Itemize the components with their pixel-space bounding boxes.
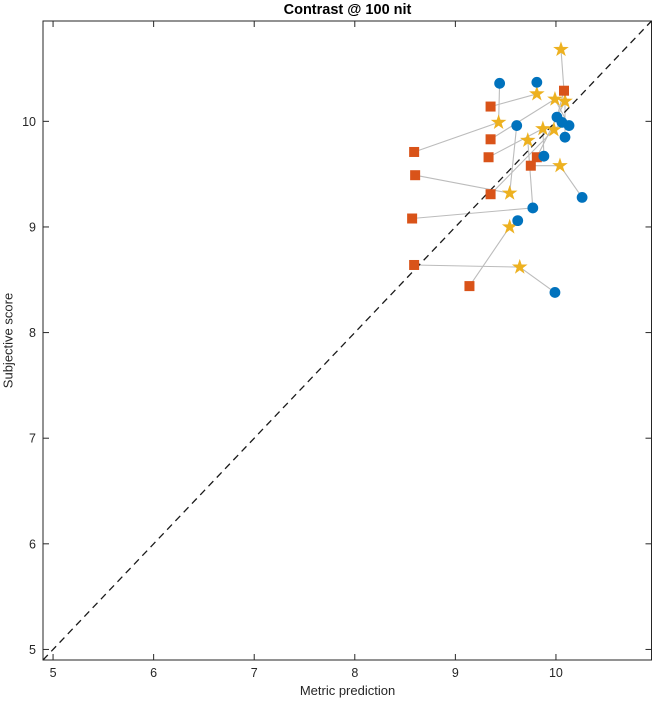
star-marker — [547, 90, 563, 106]
x-tick-label: 7 — [251, 666, 258, 680]
y-tick-label: 9 — [29, 220, 36, 234]
square-marker — [407, 213, 418, 224]
y-tick-label: 6 — [29, 537, 36, 551]
x-tick-label: 5 — [50, 666, 57, 680]
square-marker — [483, 152, 494, 163]
y-tick-label: 5 — [29, 643, 36, 657]
star-marker — [501, 184, 518, 200]
square-marker — [410, 170, 421, 181]
star-marker — [511, 258, 528, 274]
connection-line — [414, 264, 556, 293]
plot-title: Contrast @ 100 nit — [283, 2, 412, 18]
circle-marker — [527, 202, 539, 214]
circle-marker — [563, 120, 575, 131]
square-marker — [409, 146, 420, 157]
circle-marker — [549, 287, 561, 298]
square-marker — [485, 134, 496, 145]
x-tick-label: 9 — [452, 666, 459, 680]
star-marker — [553, 41, 569, 57]
star-marker — [519, 132, 536, 147]
square-marker — [485, 101, 496, 112]
y-tick-label: 8 — [29, 326, 36, 340]
star-marker — [529, 85, 545, 101]
square-marker — [464, 281, 475, 292]
square-marker — [558, 85, 569, 96]
circle-marker — [531, 76, 543, 88]
x-tick-label: 6 — [150, 666, 157, 680]
star-marker — [501, 218, 518, 234]
star-marker — [557, 93, 573, 108]
star-marker — [552, 157, 568, 173]
y-axis-label: Subjective score — [0, 292, 16, 389]
circle-marker — [576, 191, 588, 203]
star-marker — [535, 120, 551, 136]
square-marker — [531, 152, 542, 163]
y-tick-label: 10 — [22, 115, 36, 129]
connection-line — [412, 140, 534, 220]
square-marker — [409, 259, 420, 270]
circle-marker — [512, 215, 524, 227]
circle-marker — [538, 150, 550, 162]
star-marker — [546, 121, 562, 137]
x-axis-label: Metric prediction — [299, 683, 396, 698]
star-marker — [490, 114, 507, 130]
y-tick-label: 7 — [29, 432, 36, 446]
x-tick-label: 10 — [549, 666, 563, 680]
axes-box — [42, 20, 652, 661]
x-tick-label: 8 — [351, 666, 358, 680]
circle-marker — [494, 77, 506, 89]
circle-marker — [511, 120, 523, 131]
circle-marker — [559, 131, 571, 143]
square-marker — [485, 189, 496, 200]
square-marker — [525, 160, 536, 171]
